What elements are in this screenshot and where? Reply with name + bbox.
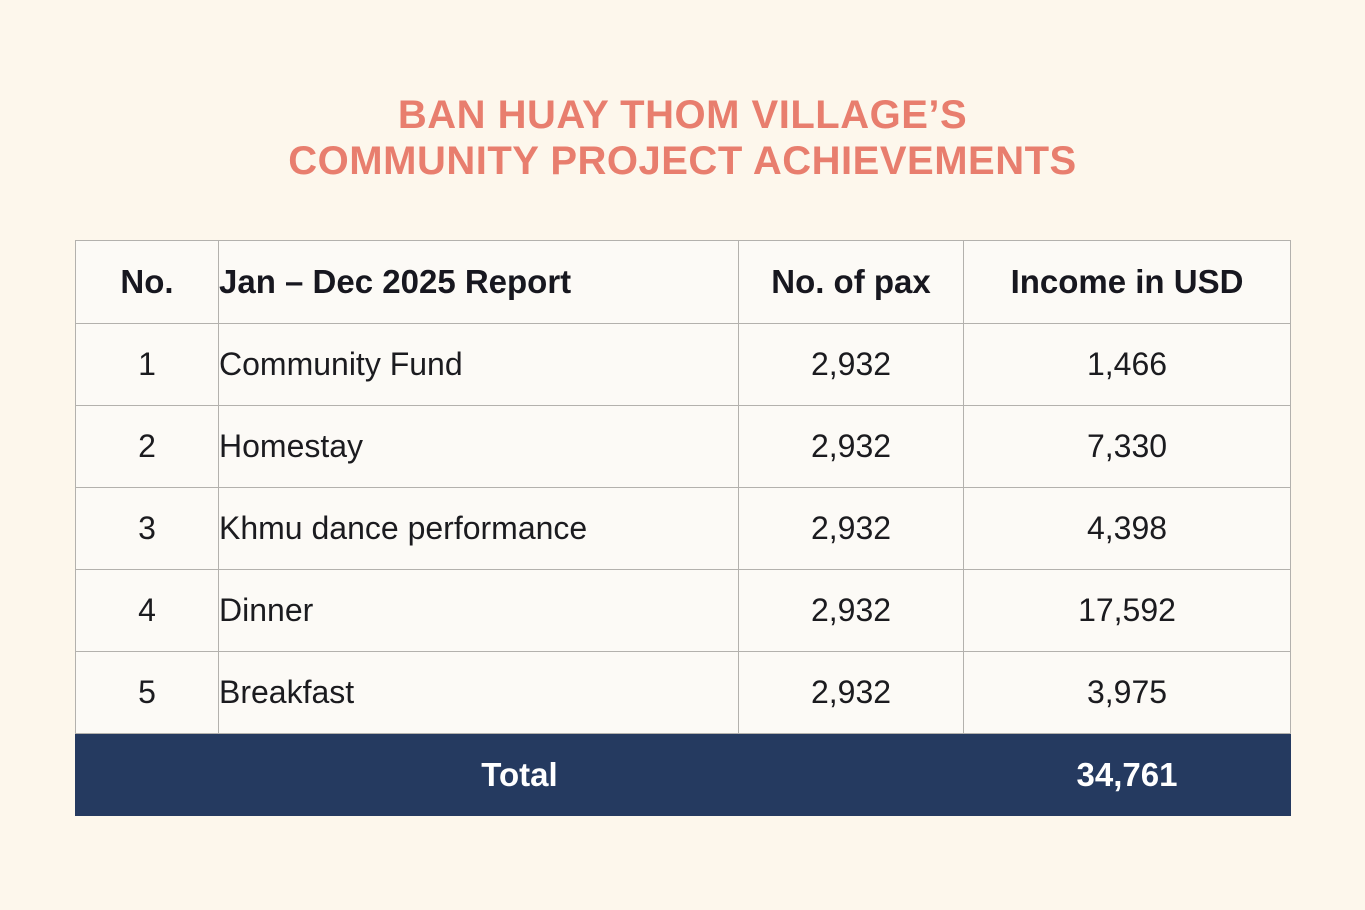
row-pax: 2,932 — [738, 323, 964, 406]
row-item: Homestay — [218, 405, 739, 488]
row-item: Breakfast — [218, 651, 739, 734]
row-pax: 2,932 — [738, 487, 964, 570]
table-row: 2 Homestay 2,932 7,330 — [75, 405, 1291, 488]
page-title-line2: COMMUNITY PROJECT ACHIEVEMENTS — [288, 139, 1077, 183]
table-row: 1 Community Fund 2,932 1,466 — [75, 323, 1291, 406]
row-item: Dinner — [218, 569, 739, 652]
row-no: 5 — [75, 651, 219, 734]
row-no: 3 — [75, 487, 219, 570]
header-report: Jan – Dec 2025 Report — [218, 240, 739, 324]
table-row: 3 Khmu dance performance 2,932 4,398 — [75, 487, 1291, 570]
total-value: 34,761 — [963, 733, 1291, 816]
header-pax: No. of pax — [738, 240, 964, 324]
row-income: 1,466 — [963, 323, 1291, 406]
row-income: 4,398 — [963, 487, 1291, 570]
table-header-row: No. Jan – Dec 2025 Report No. of pax Inc… — [75, 240, 1291, 324]
header-income: Income in USD — [963, 240, 1291, 324]
page-title-line1: BAN HUAY THOM VILLAGE’S — [397, 93, 968, 137]
row-no: 2 — [75, 405, 219, 488]
table-row: 5 Breakfast 2,932 3,975 — [75, 651, 1291, 734]
total-label: Total — [75, 733, 964, 816]
row-no: 4 — [75, 569, 219, 652]
page-title: BAN HUAY THOM VILLAGE’S COMMUNITY PROJEC… — [0, 92, 1365, 184]
row-income: 7,330 — [963, 405, 1291, 488]
row-pax: 2,932 — [738, 651, 964, 734]
row-item: Khmu dance performance — [218, 487, 739, 570]
table-row: 4 Dinner 2,932 17,592 — [75, 569, 1291, 652]
row-no: 1 — [75, 323, 219, 406]
row-item: Community Fund — [218, 323, 739, 406]
row-pax: 2,932 — [738, 569, 964, 652]
row-pax: 2,932 — [738, 405, 964, 488]
row-income: 3,975 — [963, 651, 1291, 734]
table-total-row: Total 34,761 — [75, 733, 1291, 816]
row-income: 17,592 — [963, 569, 1291, 652]
header-no: No. — [75, 240, 219, 324]
achievements-table: No. Jan – Dec 2025 Report No. of pax Inc… — [75, 240, 1291, 816]
